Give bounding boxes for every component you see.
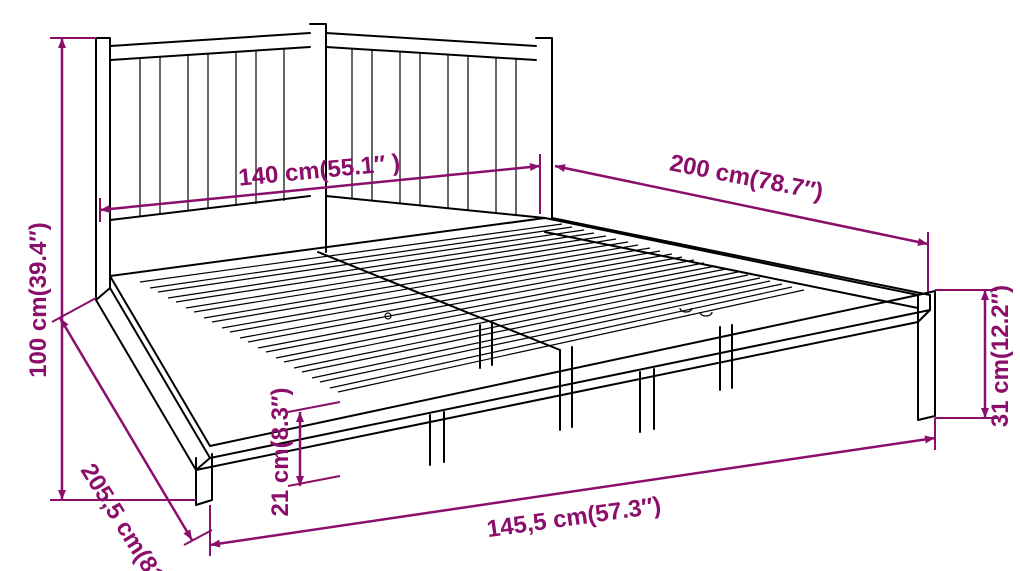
dim-clearance: 21 cm(8.3″)	[267, 388, 294, 517]
bed-frame-drawing	[96, 24, 935, 505]
dim-height-total: 100 cm(39.4″)	[25, 222, 52, 378]
dim-mattress-width: 140 cm(55.1″ )	[237, 149, 401, 191]
dim-foot-height: 31 cm(12.2″)	[987, 285, 1014, 427]
dim-mattress-length: 200 cm(78.7″)	[667, 150, 825, 206]
dim-depth-overall: 205,5 cm(81″)	[75, 459, 180, 571]
bed-dimension-diagram: :root { --dim-color: #8a0e6a; } .dim { s…	[0, 0, 1020, 571]
dimensions: 100 cm(39.4″) 140 cm(55.1″ ) 200 cm(78.7…	[25, 38, 1014, 571]
